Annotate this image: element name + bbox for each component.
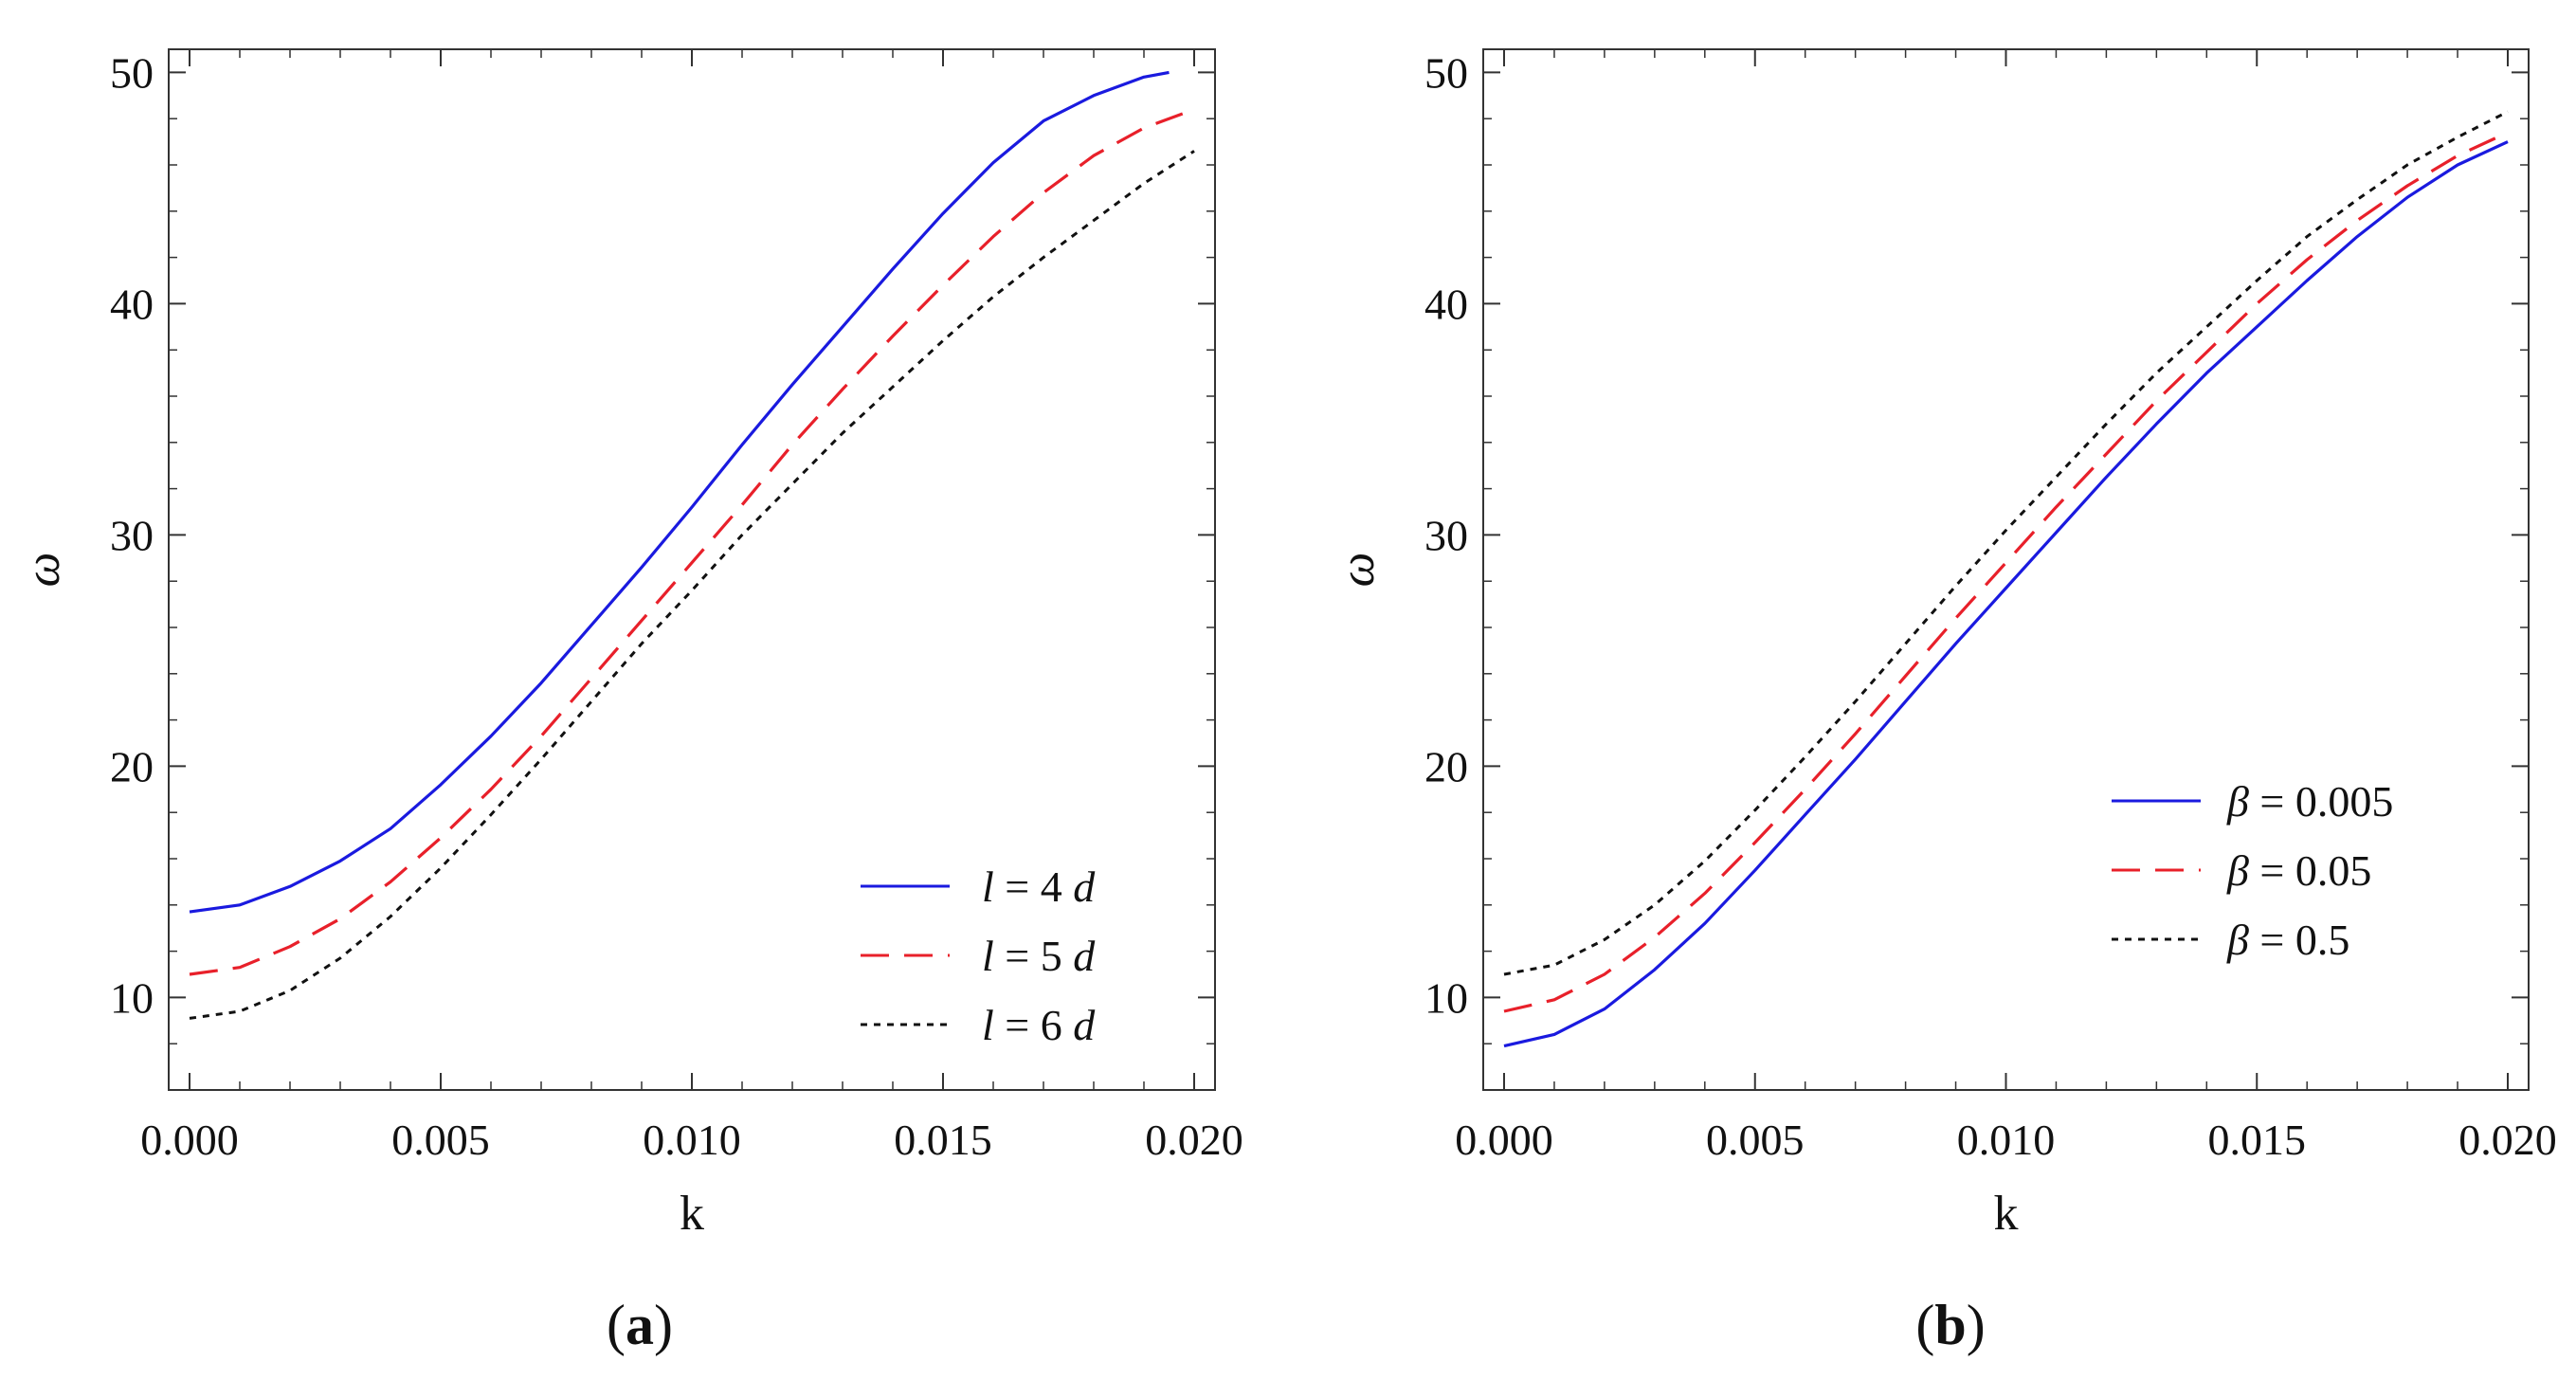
series-line-1 xyxy=(189,70,1170,914)
legend-value: = 0.05 xyxy=(2249,846,2371,895)
series-line-3 xyxy=(1503,110,2509,976)
legend-var: l xyxy=(982,932,994,980)
x-tick-label: 0.005 xyxy=(391,1116,490,1164)
legend-label-1: l = 4 d xyxy=(982,862,1096,911)
x-axis-label: k xyxy=(1994,1187,2019,1241)
legend-unit: d xyxy=(1073,862,1096,911)
series-line-3 xyxy=(189,150,1195,1020)
y-tick-label: 50 xyxy=(1424,48,1468,97)
legend-value: = 6 xyxy=(994,1001,1073,1049)
series-line-2 xyxy=(189,107,1195,976)
y-axis-label: ω xyxy=(1331,553,1385,588)
legend-unit: d xyxy=(1073,932,1096,980)
legend-value: = 0.005 xyxy=(2249,777,2393,826)
y-tick-label: 50 xyxy=(110,48,154,97)
y-tick-label: 30 xyxy=(110,511,154,559)
legend-var: l xyxy=(982,862,994,911)
legend-label-2: β = 0.05 xyxy=(2226,846,2371,895)
legend-value: = 0.5 xyxy=(2249,916,2349,964)
legend-var: β xyxy=(2226,846,2249,895)
x-tick-label: 0.015 xyxy=(2208,1116,2307,1164)
y-tick-label: 20 xyxy=(1424,742,1468,790)
legend-label-3: β = 0.5 xyxy=(2226,916,2349,964)
legend-label-2: l = 5 d xyxy=(982,932,1096,980)
caption-open: ( xyxy=(607,1294,626,1356)
caption-close: ) xyxy=(1967,1294,1986,1356)
caption-letter: a xyxy=(626,1294,654,1356)
legend-value: = 4 xyxy=(994,862,1073,911)
legend-var: β xyxy=(2226,916,2249,964)
y-tick-label: 30 xyxy=(1424,511,1468,559)
x-tick-label: 0.015 xyxy=(894,1116,992,1164)
series-line-2 xyxy=(1503,131,2509,1013)
y-axis-label: ω xyxy=(16,553,70,588)
caption-open: ( xyxy=(1915,1294,1934,1356)
x-axis-label: k xyxy=(680,1187,704,1241)
x-tick-label: 0.005 xyxy=(1706,1116,1805,1164)
panel-b-chart: 0.000 0.005 0.010 0.015 0.020 10 20 30 40 50 k ω β =… xyxy=(1331,48,2557,1356)
legend-var: β xyxy=(2226,777,2249,826)
legend-unit: d xyxy=(1073,1001,1096,1049)
caption-close: ) xyxy=(654,1294,673,1356)
panel-caption: (b) xyxy=(1915,1294,1985,1356)
panel-a-chart: 0.000 0.005 0.010 0.015 0.020 10 20 30 40 50 k ω l =… xyxy=(16,48,1243,1356)
x-tick-label: 0.020 xyxy=(1145,1116,1243,1164)
panel-caption: (a) xyxy=(607,1294,673,1356)
y-tick-label: 20 xyxy=(110,742,154,790)
legend-label-3: l = 6 d xyxy=(982,1001,1096,1049)
x-tick-label: 0.010 xyxy=(1957,1116,2056,1164)
caption-letter: b xyxy=(1934,1294,1966,1356)
legend-var: l xyxy=(982,1001,994,1049)
series-line-1 xyxy=(1503,140,2509,1048)
x-tick-label: 0.020 xyxy=(2458,1116,2557,1164)
y-tick-label: 40 xyxy=(110,280,154,328)
y-tick-label: 40 xyxy=(1424,280,1468,328)
x-tick-label: 0.000 xyxy=(1455,1116,1553,1164)
x-tick-label: 0.000 xyxy=(140,1116,239,1164)
x-tick-label: 0.010 xyxy=(643,1116,741,1164)
legend-value: = 5 xyxy=(994,932,1073,980)
y-tick-label: 10 xyxy=(1424,973,1468,1022)
y-tick-label: 10 xyxy=(110,973,154,1022)
legend-label-1: β = 0.005 xyxy=(2226,777,2393,826)
